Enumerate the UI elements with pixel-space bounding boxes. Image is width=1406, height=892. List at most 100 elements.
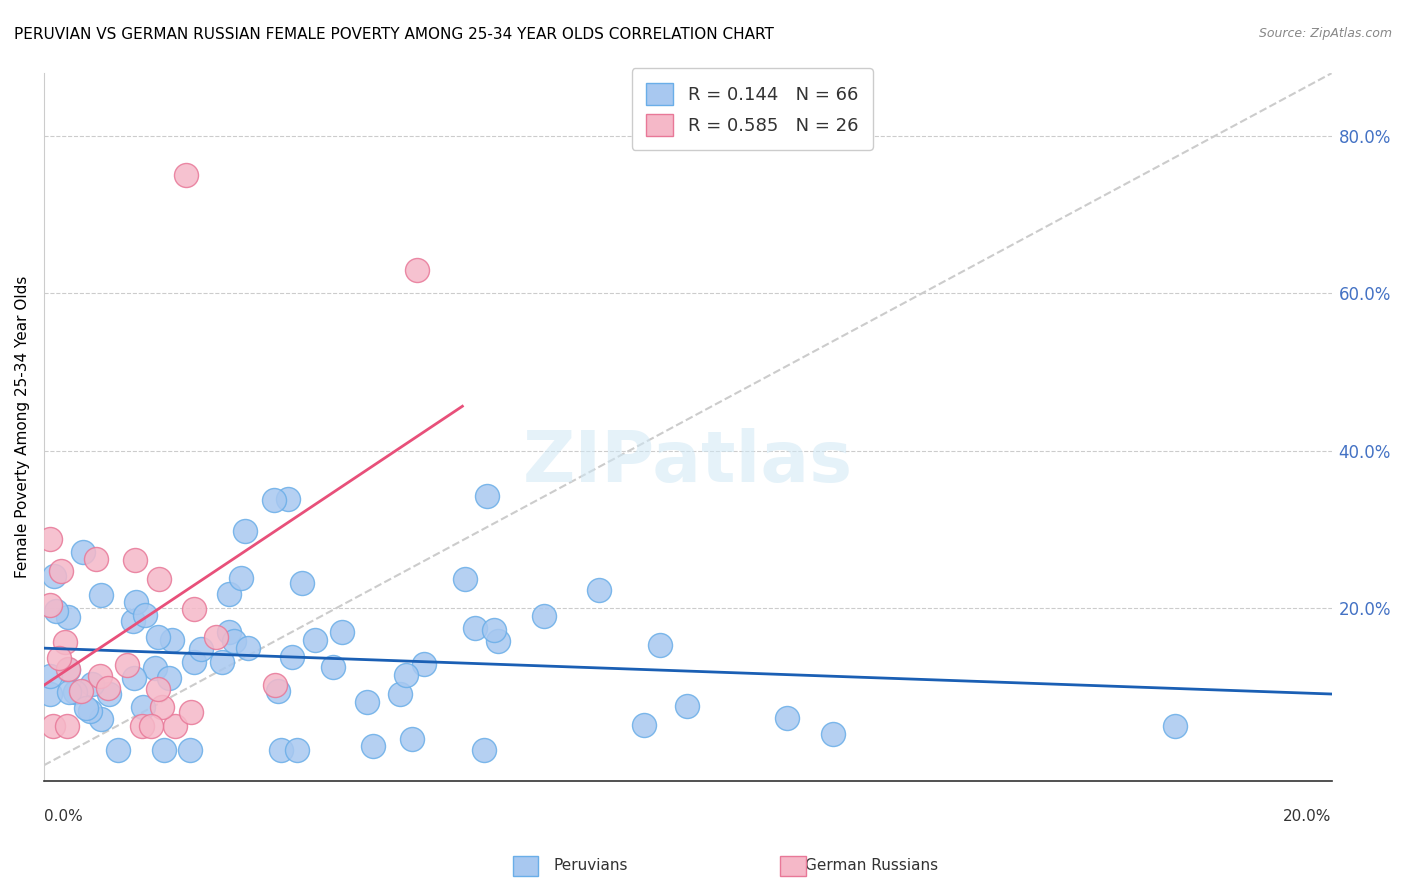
Point	[180, 706, 202, 720]
Point	[150, 700, 173, 714]
Point	[79, 704, 101, 718]
Point	[676, 699, 699, 714]
Point	[146, 681, 169, 696]
Point	[39, 687, 62, 701]
Point	[533, 608, 555, 623]
Point	[157, 671, 180, 685]
Point	[122, 672, 145, 686]
Point	[58, 610, 80, 624]
Point	[218, 587, 240, 601]
Point	[107, 742, 129, 756]
Point	[58, 685, 80, 699]
Point	[39, 598, 62, 612]
Point	[84, 551, 107, 566]
Point	[291, 576, 314, 591]
Point	[304, 632, 326, 647]
Point	[48, 651, 70, 665]
Point	[486, 634, 509, 648]
Point	[162, 633, 184, 648]
Text: German Russians: German Russians	[806, 858, 938, 872]
Point	[401, 732, 423, 747]
Point	[56, 663, 79, 677]
Point	[267, 684, 290, 698]
Point	[484, 623, 506, 637]
Point	[80, 677, 103, 691]
Legend: R = 0.144   N = 66, R = 0.585   N = 26: R = 0.144 N = 66, R = 0.585 N = 26	[631, 68, 873, 150]
Point	[49, 564, 72, 578]
Point	[233, 524, 256, 538]
Point	[287, 742, 309, 756]
Point	[211, 655, 233, 669]
Text: ZIPatlas: ZIPatlas	[523, 428, 853, 497]
Point	[823, 727, 845, 741]
Point	[124, 553, 146, 567]
Point	[263, 492, 285, 507]
Point	[356, 695, 378, 709]
Point	[146, 630, 169, 644]
Point	[475, 489, 498, 503]
Point	[179, 742, 201, 756]
Point	[125, 595, 148, 609]
Point	[63, 685, 86, 699]
Point	[121, 614, 143, 628]
Point	[190, 641, 212, 656]
Point	[412, 657, 434, 672]
Point	[204, 630, 226, 644]
Point	[163, 719, 186, 733]
Point	[145, 661, 167, 675]
Point	[236, 641, 259, 656]
Point	[131, 719, 153, 733]
Point	[222, 634, 245, 648]
Point	[153, 742, 176, 756]
Text: 0.0%: 0.0%	[44, 809, 83, 824]
Point	[45, 604, 67, 618]
Point	[90, 712, 112, 726]
Point	[633, 718, 655, 732]
Point	[363, 739, 385, 754]
Point	[264, 677, 287, 691]
Point	[72, 545, 94, 559]
Point	[132, 700, 155, 714]
Point	[183, 655, 205, 669]
Point	[229, 571, 252, 585]
Point	[406, 263, 429, 277]
Text: Source: ZipAtlas.com: Source: ZipAtlas.com	[1258, 27, 1392, 40]
Point	[55, 719, 77, 733]
Point	[322, 660, 344, 674]
Text: PERUVIAN VS GERMAN RUSSIAN FEMALE POVERTY AMONG 25-34 YEAR OLDS CORRELATION CHAR: PERUVIAN VS GERMAN RUSSIAN FEMALE POVERT…	[14, 27, 773, 42]
Point	[218, 624, 240, 639]
Point	[141, 719, 163, 733]
Point	[58, 662, 80, 676]
Point	[588, 583, 610, 598]
Point	[89, 668, 111, 682]
Y-axis label: Female Poverty Among 25-34 Year Olds: Female Poverty Among 25-34 Year Olds	[15, 276, 30, 578]
Point	[75, 701, 97, 715]
Point	[280, 650, 302, 665]
Point	[97, 681, 120, 695]
Point	[395, 668, 418, 682]
Text: Peruvians: Peruvians	[554, 858, 627, 872]
Point	[39, 669, 62, 683]
Point	[115, 657, 138, 672]
Point	[148, 573, 170, 587]
Point	[454, 572, 477, 586]
Point	[183, 602, 205, 616]
Point	[464, 621, 486, 635]
Point	[134, 607, 156, 622]
Point	[1164, 719, 1187, 733]
Point	[776, 711, 799, 725]
Point	[270, 742, 292, 756]
Point	[388, 688, 411, 702]
Point	[90, 588, 112, 602]
Point	[44, 568, 66, 582]
Point	[174, 169, 197, 183]
Point	[474, 742, 496, 756]
Point	[330, 625, 353, 640]
Point	[39, 532, 62, 546]
Point	[277, 492, 299, 507]
Text: 20.0%: 20.0%	[1284, 809, 1331, 824]
Point	[53, 634, 76, 648]
Point	[650, 638, 672, 652]
Point	[42, 719, 65, 733]
Point	[98, 687, 121, 701]
